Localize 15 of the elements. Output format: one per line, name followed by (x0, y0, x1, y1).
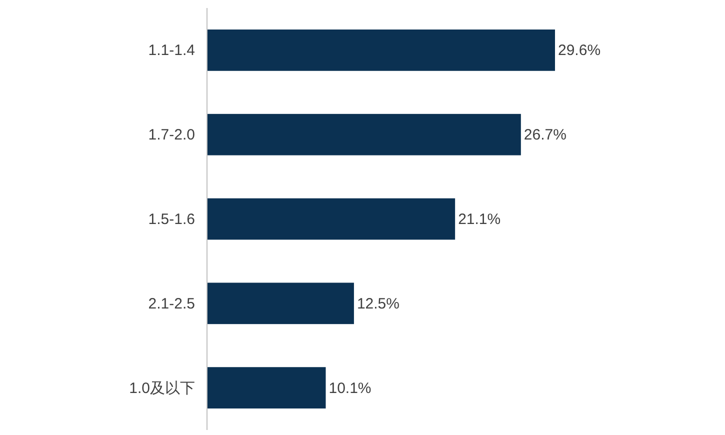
data-label: 21.1% (458, 211, 501, 228)
bar (207, 282, 354, 324)
data-label: 12.5% (356, 295, 400, 312)
y-tick-label: 1.5-1.6 (148, 211, 195, 228)
data-label: 29.6% (558, 42, 601, 60)
y-tick-label: 1.0及以下 (129, 380, 195, 397)
data-label: 26.7% (524, 126, 566, 144)
y-tick-label: 1.7-2.0 (148, 126, 195, 144)
y-tick-label: 2.1-2.5 (148, 295, 195, 312)
bar (207, 198, 456, 240)
y-tick-label: 1.1-1.4 (148, 42, 195, 60)
bar (207, 30, 555, 71)
bar (207, 367, 326, 408)
bar (207, 114, 521, 156)
data-label: 10.1% (328, 380, 372, 397)
